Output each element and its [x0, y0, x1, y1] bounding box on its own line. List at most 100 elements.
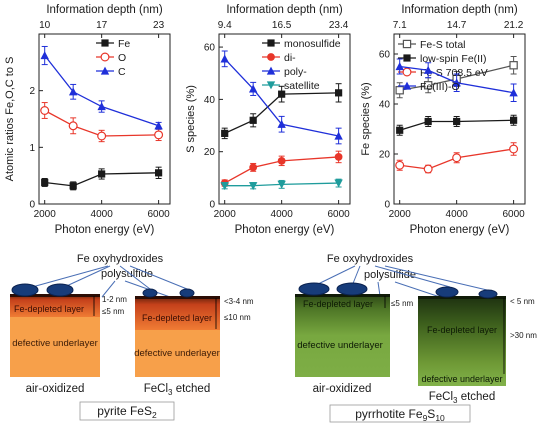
y-tick-label: 20 [379, 150, 391, 161]
series-fe [41, 166, 163, 191]
legend-label: low-spin Fe(II) [420, 53, 487, 65]
pyrite-air-oxidized-label: air-oxidized [26, 383, 85, 395]
oxyhydroxide-particle [46, 283, 74, 297]
oxyhydroxide-particle [435, 286, 459, 298]
pyrrhotite-callout: Fe oxyhydroxides [327, 253, 414, 265]
oxyhydroxide-particle [478, 289, 498, 299]
y-tick-label: 60 [204, 43, 216, 54]
oxyhydroxide-particle [179, 288, 195, 298]
data-point [278, 90, 286, 98]
legend-marker [402, 39, 412, 49]
data-point [334, 179, 343, 188]
legend-marker [403, 54, 411, 62]
legend-marker [101, 39, 109, 47]
data-point [40, 51, 49, 60]
series-fe-s-708-5-ev [395, 142, 519, 174]
data-point [396, 126, 404, 134]
data-point [220, 54, 229, 63]
legend-marker [266, 66, 276, 75]
pyrite-etched-label: FeCl3 etched [144, 383, 210, 397]
data-point [509, 61, 518, 70]
series-line [44, 55, 159, 127]
pyrrhotite-etched-depth-1: < 5 nm [510, 297, 535, 306]
data-point [249, 163, 258, 172]
data-point [423, 65, 433, 74]
top-tick-label: 17 [96, 20, 108, 31]
y-tick-label: 60 [379, 50, 391, 61]
pyrite-caption-box [79, 401, 175, 421]
y-tick-label: 20 [204, 147, 216, 158]
data-point [395, 160, 405, 170]
pyrrhotite-air-underlayer-label: defective underlayer [297, 340, 383, 351]
data-point [510, 116, 518, 124]
series-line [399, 65, 514, 94]
legend-label: Fe-S total [420, 39, 466, 51]
y-tick-label: 0 [29, 200, 35, 211]
series-poly- [220, 50, 343, 145]
legend-entry: Fe-S 708.5 eV [398, 67, 488, 79]
top-tick-label: 23 [153, 20, 165, 31]
legend-entry: poly- [262, 66, 307, 78]
pyrite-etched-depleted-layer [135, 296, 220, 330]
pyrite-caption: pyrite FeS2 [97, 404, 157, 420]
x-axis-title: Photon energy (eV) [235, 224, 335, 236]
data-point [452, 153, 462, 163]
pyrrhotite-etched-block [418, 296, 506, 386]
data-point [277, 156, 286, 165]
pyrite-air-depth-2: ≤5 nm [102, 307, 125, 316]
data-point [277, 119, 286, 128]
legend-marker [402, 81, 412, 90]
pyrite-etched-depth-2: ≤10 nm [224, 313, 251, 322]
series-line [399, 64, 514, 91]
legend-entry: Fe [96, 38, 130, 50]
pyrite-etched-depth-1: <3-4 nm [224, 297, 254, 306]
legend-marker [100, 66, 110, 75]
data-point [509, 144, 519, 154]
data-point [220, 182, 229, 191]
x-tick-label: 4000 [446, 209, 469, 220]
legend-entry: Fe-S total [398, 39, 466, 51]
series-o [40, 102, 164, 143]
data-point [69, 182, 77, 190]
y-tick-label: 40 [379, 100, 391, 111]
top-tick-label: 23.4 [329, 20, 349, 31]
y-tick-label: 0 [209, 200, 215, 211]
series-satellite [220, 178, 343, 191]
pyrite-air-depleted-layer [10, 294, 100, 317]
legend-marker [266, 81, 276, 90]
series-c [40, 45, 163, 130]
series-line [44, 109, 159, 137]
pyrite-air-depth-1: 1-2 nm [102, 295, 127, 304]
oxyhydroxide-particle [298, 282, 330, 296]
y-tick-label: 1 [29, 143, 35, 154]
x-tick-label: 6000 [502, 209, 525, 220]
y-tick-label: 40 [204, 95, 216, 106]
pyrrhotite-air-depleted-label: Fe-depleted layer [303, 299, 373, 309]
series-line [224, 58, 339, 137]
data-point [154, 121, 163, 130]
legend-marker [267, 53, 275, 61]
pyrite-callout: Fe oxyhydroxides [77, 253, 164, 265]
data-point [68, 121, 78, 131]
pyrrhotite-caption: pyrrhotite Fe9S10 [355, 407, 445, 423]
data-point [509, 88, 518, 97]
legend-marker [100, 52, 110, 62]
pyrite-air-underlayer-label: defective underlayer [12, 338, 98, 349]
x-tick-label: 4000 [271, 209, 294, 220]
data-point [97, 102, 106, 111]
legend-label: O [118, 52, 126, 64]
plot-frame [38, 33, 171, 205]
legend-entry: O [96, 52, 126, 64]
data-point [248, 182, 258, 191]
pyrrhotite-etched-label: FeCl3 etched [429, 391, 495, 405]
data-point [249, 116, 257, 124]
top-tick-label: 14.7 [447, 20, 467, 31]
y-tick-label: 0 [384, 200, 390, 211]
top-tick-label: 7.1 [393, 20, 407, 31]
y-axis-title: Fe species (%) [360, 82, 372, 155]
y-axis-title: S species (%) [185, 85, 197, 153]
y-axis-title: Atomic ratios Fe,O,C to S [4, 57, 16, 182]
data-point [68, 87, 78, 96]
top-axis-title: Information depth (nm) [46, 4, 163, 16]
